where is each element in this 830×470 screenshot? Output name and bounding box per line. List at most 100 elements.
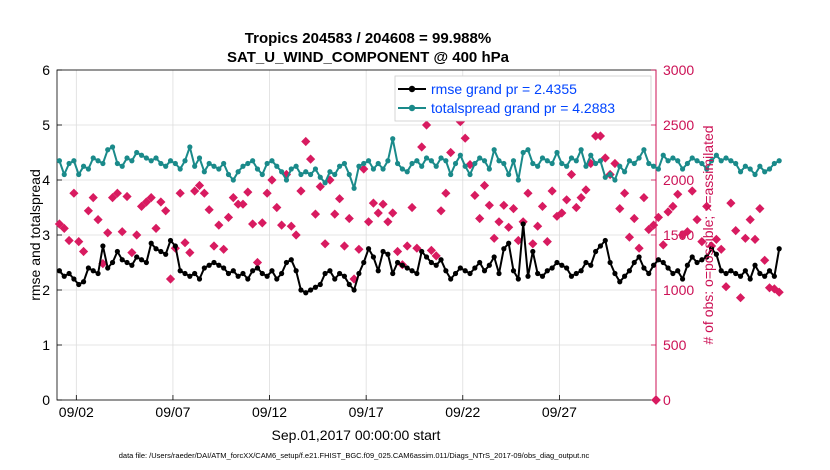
x-axis: 09/02 09/07 09/12 09/17 09/22 09/27 (59, 395, 577, 420)
rmse-point (394, 259, 401, 266)
totalspread-point (66, 160, 72, 167)
totalspread-point (675, 158, 681, 164)
totalspread-point (646, 160, 652, 167)
legend-spread-marker (408, 104, 416, 112)
rmse-point (689, 254, 695, 260)
rmse-point (573, 270, 579, 277)
obs-marker (673, 189, 683, 199)
totalspread-point (322, 180, 328, 186)
rmse-point (390, 270, 396, 277)
totalspread-point (704, 166, 710, 172)
totalspread-point (525, 147, 531, 153)
obs-marker (88, 193, 98, 203)
obs-marker (136, 201, 147, 211)
rmse-point (559, 262, 565, 268)
totalspread-point (694, 158, 700, 164)
rmse-point (568, 273, 575, 279)
obs-marker (132, 230, 142, 240)
rmse-point (414, 270, 420, 277)
totalspread-point (240, 163, 246, 169)
obs-marker (547, 186, 557, 196)
rmse-point (733, 270, 739, 277)
obs-marker (146, 193, 156, 203)
rmse-point (259, 270, 265, 277)
rmse-point (506, 240, 512, 246)
rmse-point (496, 270, 502, 277)
totalspread-point (211, 163, 217, 169)
totalspread-point (279, 169, 285, 175)
rmse-point (607, 259, 613, 266)
totalspread-point (766, 166, 773, 172)
rmse-point (61, 273, 67, 279)
rmse-point (163, 251, 169, 257)
x-tick-label: 09/02 (59, 404, 94, 420)
rmse-point (230, 268, 236, 274)
obs-marker (219, 244, 229, 254)
rmse-point (597, 243, 604, 249)
y-axis-right: 050010001500200025003000 (651, 62, 694, 408)
obs-marker (571, 202, 581, 213)
totalspread-point (477, 155, 483, 161)
obs-marker (330, 209, 340, 219)
rmse-point (153, 246, 159, 252)
totalspread-point (670, 155, 676, 161)
totalspread-point (163, 163, 169, 169)
totalspread-point (544, 158, 550, 164)
y-tick-label: 6 (42, 62, 50, 78)
totalspread-point (457, 152, 463, 158)
totalspread-point (737, 169, 744, 175)
rmse-point (583, 259, 589, 266)
totalspread-point (733, 160, 739, 167)
rmse-point (747, 276, 753, 282)
totalspread-point (438, 155, 444, 161)
totalspread-point (486, 166, 492, 172)
rmse-point (776, 246, 782, 252)
rmse-point (462, 268, 468, 274)
rmse-point (177, 268, 183, 274)
totalspread-point (414, 158, 420, 164)
totalspread-point (283, 177, 290, 183)
rmse-point (409, 268, 415, 274)
rmse-point (564, 265, 570, 271)
totalspread-point (129, 158, 135, 164)
rmse-series (56, 221, 782, 296)
obs-marker (363, 217, 374, 227)
totalspread-point (71, 158, 77, 164)
totalspread-point (370, 166, 377, 172)
totalspread-point (303, 169, 309, 175)
rmse-point (404, 265, 410, 271)
obs-marker (629, 213, 639, 224)
totalspread-point (138, 152, 145, 158)
rmse-point (119, 257, 125, 263)
totalspread-point (771, 160, 777, 167)
obs-marker (368, 198, 378, 208)
rmse-point (641, 265, 647, 271)
totalspread-point (143, 155, 149, 161)
obs-marker (576, 193, 586, 203)
chart-subtitle: SAT_U_WIND_COMPONENT @ 400 hPa (227, 49, 510, 66)
obs-marker (194, 180, 205, 191)
obs-marker (325, 175, 335, 185)
obs-marker (306, 154, 316, 164)
obs-marker (634, 243, 644, 253)
totalspread-point (660, 152, 666, 158)
rmse-point (182, 270, 188, 277)
obs-marker (412, 243, 422, 253)
totalspread-point (404, 169, 410, 175)
y-tick-label: 4 (42, 172, 50, 188)
totalspread-point (752, 171, 758, 178)
y-tick-label: 1 (42, 337, 50, 353)
obs-marker (499, 200, 509, 210)
rmse-point (612, 270, 618, 277)
obs-marker (441, 188, 451, 198)
totalspread-point (467, 171, 473, 178)
y2-tick-label: 2000 (663, 172, 694, 188)
rmse-point (196, 276, 203, 282)
totalspread-point (448, 171, 454, 178)
x-tick-label: 09/22 (445, 404, 480, 420)
totalspread-point (308, 171, 314, 178)
obs-marker (392, 246, 403, 257)
x-tick-label: 09/12 (252, 404, 287, 420)
totalspread-point (535, 163, 541, 169)
totalspread-point (124, 155, 130, 161)
